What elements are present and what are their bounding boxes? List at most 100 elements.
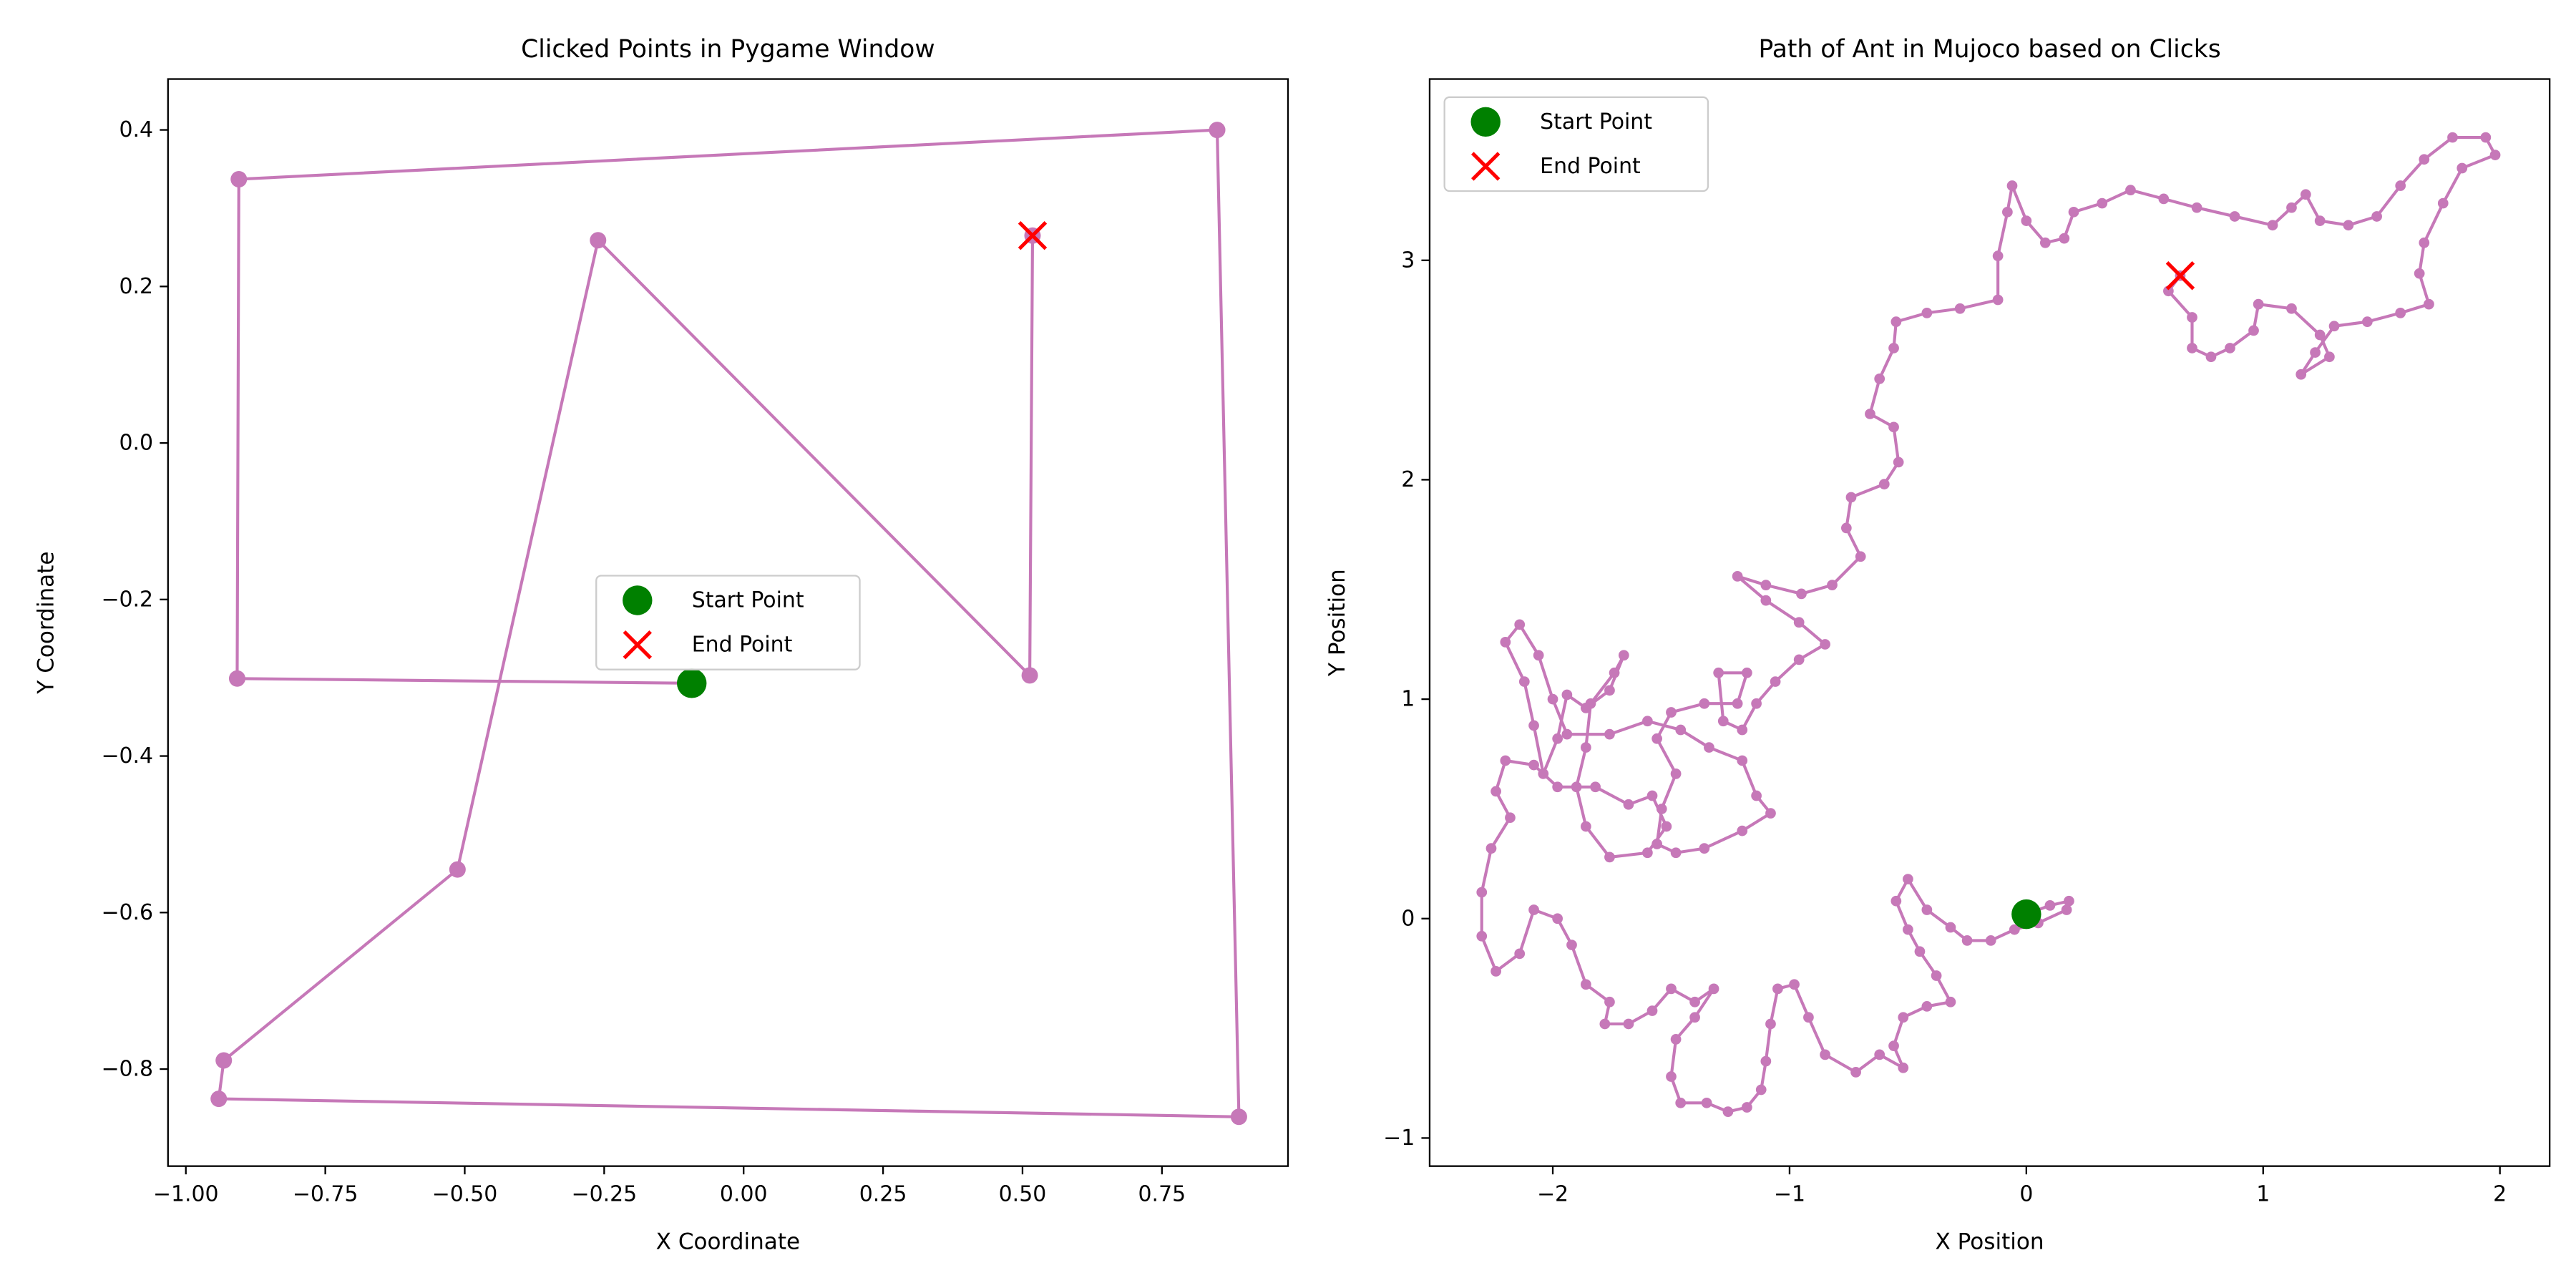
path-point xyxy=(1992,294,2004,306)
path-point xyxy=(210,1091,228,1108)
path-point xyxy=(1898,1062,1909,1073)
path-point xyxy=(1742,1102,1752,1113)
path-point xyxy=(1599,1018,1611,1030)
path-point xyxy=(2191,202,2202,213)
path-point xyxy=(1865,409,1875,419)
path-point xyxy=(1760,580,1772,591)
path-point xyxy=(1675,1097,1687,1108)
path-point xyxy=(1699,698,1710,709)
path-point xyxy=(1732,698,1743,709)
x-tick-label: −0.75 xyxy=(293,1181,358,1206)
path-point xyxy=(1737,724,1748,736)
path-point xyxy=(2300,189,2311,200)
path-point xyxy=(1604,852,1615,863)
path-point xyxy=(2187,312,2197,323)
path-point xyxy=(1751,698,1762,709)
path-point xyxy=(1666,707,1677,718)
path-point xyxy=(1874,374,1885,384)
path-point xyxy=(1732,571,1743,582)
x-tick-label: 0.75 xyxy=(1138,1181,1186,1206)
path-point xyxy=(1789,979,1800,990)
path-point xyxy=(1921,904,1933,915)
path-point xyxy=(1518,676,1530,687)
y-tick-label: −0.2 xyxy=(101,587,153,612)
path-point xyxy=(1751,790,1762,801)
path-point xyxy=(1538,768,1549,779)
path-point xyxy=(1670,847,1682,859)
y-tick-label: 0.0 xyxy=(119,431,154,456)
path-point xyxy=(1675,724,1687,736)
path-point xyxy=(2286,202,2297,213)
start-point xyxy=(677,668,707,698)
path-point xyxy=(2064,895,2074,907)
path-point xyxy=(1590,781,1601,793)
path-point xyxy=(1803,1012,1814,1023)
path-point xyxy=(1476,930,1488,942)
path-point xyxy=(590,232,607,249)
subplot: −1.00 −0.75 −0.50 −0.25 0.00 0.25 0.50 0.75 −0.8… xyxy=(33,35,1289,1255)
path-point xyxy=(2447,132,2458,143)
path-point xyxy=(2253,298,2264,310)
path-point xyxy=(1689,1012,1700,1023)
path-point xyxy=(1505,812,1516,824)
y-axis-label: Y Position xyxy=(1324,569,1350,677)
path-point xyxy=(1604,996,1615,1008)
path-point xyxy=(228,670,245,687)
subplot: −2 −1 0 1 2 −1 0 1 2 3 Path of Ant in Mujoco based… xyxy=(1324,35,2551,1255)
x-tick-label: −2 xyxy=(1537,1181,1568,1206)
y-tick-label: 2 xyxy=(1401,467,1415,492)
path-point xyxy=(1760,595,1772,606)
path-point xyxy=(1742,667,1752,678)
path-point xyxy=(2002,206,2013,218)
path-point xyxy=(1713,667,1724,678)
path-point xyxy=(2125,185,2136,196)
path-point xyxy=(1921,1001,1933,1012)
path-point xyxy=(1840,522,1852,534)
path-point xyxy=(1514,948,1526,960)
x-tick-label: −0.50 xyxy=(432,1181,498,1206)
path-point xyxy=(1770,676,1781,687)
path-point xyxy=(2158,193,2170,205)
path-point xyxy=(1737,755,1748,766)
path-point xyxy=(1992,250,2004,262)
path-point xyxy=(1898,1012,1909,1023)
y-tick-label: −0.6 xyxy=(101,900,153,925)
legend-marker xyxy=(623,585,653,615)
path-point xyxy=(449,861,466,878)
path-point xyxy=(2343,220,2354,231)
path-point xyxy=(2324,351,2335,363)
x-tick-label: 0.25 xyxy=(859,1181,907,1206)
start-point xyxy=(2011,899,2041,930)
path-point xyxy=(1485,843,1497,854)
path-point xyxy=(2039,237,2051,248)
path-point xyxy=(1656,804,1667,814)
path-point xyxy=(230,170,248,187)
path-point xyxy=(1580,979,1591,990)
path-point xyxy=(2395,180,2406,191)
path-point xyxy=(1793,617,1805,628)
y-tick-label: 0.4 xyxy=(119,117,154,142)
path-point xyxy=(1755,1084,1767,1096)
path-point xyxy=(1878,479,1890,489)
path-point xyxy=(1670,1034,1682,1045)
path-point xyxy=(1652,839,1662,849)
path-point xyxy=(1491,786,1501,797)
path-point xyxy=(2061,904,2072,915)
path-point xyxy=(2006,180,2018,191)
path-point xyxy=(1689,996,1700,1008)
path-point xyxy=(1661,821,1672,832)
path-point xyxy=(1890,895,1902,907)
path-point xyxy=(1623,1018,1634,1030)
path-point xyxy=(1604,685,1615,696)
path-point xyxy=(1500,755,1511,766)
path-point xyxy=(1888,1040,1899,1051)
path-point xyxy=(2424,298,2434,310)
end-point xyxy=(2165,261,2195,291)
path-point xyxy=(1561,728,1573,740)
path-point xyxy=(1827,580,1838,591)
path-point xyxy=(1855,551,1866,562)
path-point xyxy=(1646,790,1658,801)
x-axis-label: X Coordinate xyxy=(656,1229,800,1255)
path-point xyxy=(1701,1097,1712,1108)
